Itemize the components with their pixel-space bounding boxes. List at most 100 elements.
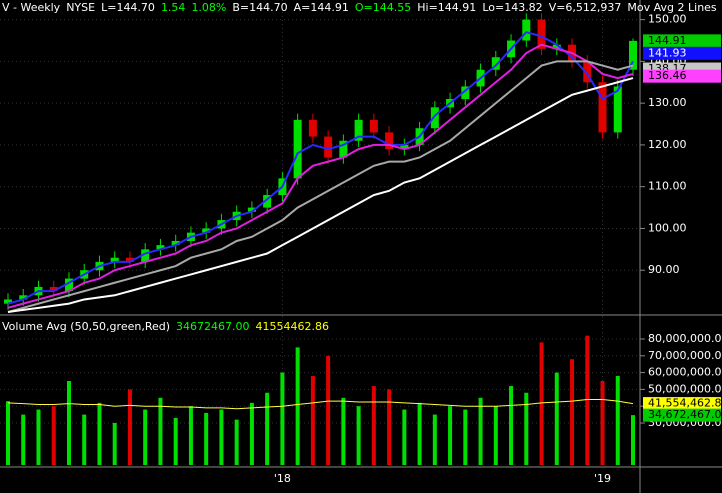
candle-body	[324, 136, 333, 158]
candle-body	[598, 82, 607, 133]
candle-body	[156, 245, 165, 250]
volume-bar	[21, 414, 26, 465]
candle-body	[247, 207, 256, 212]
legend-item: O=144.55	[354, 1, 412, 14]
volume-bar	[448, 406, 453, 465]
volume-bar	[463, 409, 468, 465]
volume-bar	[219, 409, 224, 465]
candle-body	[4, 299, 12, 304]
candle-body	[293, 119, 302, 179]
legend-item: 41554462.86	[255, 320, 329, 333]
volume-bar	[432, 414, 437, 465]
last-value-box	[643, 397, 721, 411]
volume-bar	[387, 389, 392, 465]
volume-bar	[295, 347, 300, 465]
candle-body	[125, 257, 134, 262]
y-tick-label: 70,000,000.00	[648, 349, 722, 362]
volume-bar	[371, 386, 376, 465]
legend-item: V=6,512,937	[548, 1, 622, 14]
volume-bar	[280, 372, 285, 465]
volume-average	[7, 398, 634, 410]
volume-bar	[356, 406, 361, 465]
last-value-box	[643, 34, 721, 48]
last-value-label: 34,672,467.00	[648, 408, 722, 421]
candle-body	[49, 286, 58, 292]
y-tick-label: 100.00	[648, 221, 687, 234]
candle-body	[19, 295, 28, 300]
volume-bar	[539, 342, 544, 465]
volume-bar	[493, 406, 498, 465]
volume-bar	[112, 423, 117, 465]
candle-body	[64, 278, 73, 292]
volume-bar	[509, 386, 514, 465]
legend-item: L=144.70	[101, 1, 155, 14]
last-value-label: 141.93	[648, 46, 687, 59]
volume-bar	[478, 397, 483, 465]
volume-bar	[631, 415, 635, 465]
volume-bar	[615, 375, 620, 465]
candle-body	[400, 144, 409, 150]
volume-bar	[36, 409, 41, 465]
volume-bar	[204, 412, 209, 465]
candle-body	[613, 86, 622, 133]
last-value-box	[643, 408, 721, 422]
candle-body	[339, 140, 348, 158]
y-tick-label: 110.00	[648, 180, 687, 193]
y-tick-label: 50,000,000.00	[648, 382, 722, 395]
x-tick-label: '19	[594, 472, 611, 485]
candle-body	[583, 61, 592, 83]
volume-bar	[554, 372, 559, 465]
volume-bar	[341, 397, 346, 465]
volume-bar	[143, 409, 148, 465]
volume-bar	[51, 406, 56, 465]
candle-body	[110, 257, 119, 262]
volume-bar	[524, 392, 529, 465]
volume-bar	[417, 402, 422, 465]
volume-bar	[585, 335, 590, 465]
legend-item: V - Weekly	[2, 1, 61, 14]
candle-body	[369, 119, 378, 133]
candle-body	[141, 249, 150, 262]
legend-item: A=144.91	[293, 1, 349, 14]
y-tick-label: 130.00	[648, 96, 687, 109]
candle-body	[629, 40, 637, 70]
volume-bar	[326, 355, 331, 465]
volume-bar	[173, 417, 178, 465]
candle-body	[308, 119, 317, 137]
volume-bar	[234, 419, 239, 465]
legend-item: Volume Avg (50,50,green,Red)	[2, 320, 171, 333]
candle-body	[461, 86, 470, 99]
last-value-box	[643, 69, 721, 83]
legend-item: 1.08%	[191, 1, 227, 14]
volume-bar	[402, 409, 407, 465]
legend-item: Lo=143.82	[482, 1, 543, 14]
legend-item: 1.54	[160, 1, 186, 14]
y-tick-label: 120.00	[648, 138, 687, 151]
candle-body	[491, 57, 500, 70]
candle-body	[430, 107, 439, 129]
legend-item: NYSE	[66, 1, 96, 14]
moving-average	[7, 60, 634, 313]
volume-bar	[188, 406, 193, 465]
price-legend: V - Weekly NYSE L=144.70 1.54 1.08% B=144.70 A…	[2, 1, 722, 14]
moving-average	[7, 31, 634, 305]
volume-legend: Volume Avg (50,50,green,Red) 34672467.00 4…	[2, 320, 335, 333]
volume-bar	[265, 392, 270, 465]
legend-item: Mov Avg 2 Lines	[627, 1, 717, 14]
volume-bar	[127, 389, 132, 465]
legend-item: Hi=144.91	[417, 1, 477, 14]
volume-bar	[66, 381, 71, 465]
candle-body	[385, 132, 394, 150]
volume-bar	[6, 401, 10, 465]
last-value-label: 144.91	[648, 34, 687, 47]
candle-body	[537, 19, 546, 49]
volume-bar	[600, 381, 605, 465]
moving-average	[7, 43, 634, 309]
volume-bar	[570, 359, 575, 465]
last-value-label: 41,554,462.86	[648, 397, 722, 410]
y-tick-label: 90.00	[648, 263, 680, 276]
volume-bar	[97, 402, 102, 465]
candle-body	[522, 19, 531, 41]
